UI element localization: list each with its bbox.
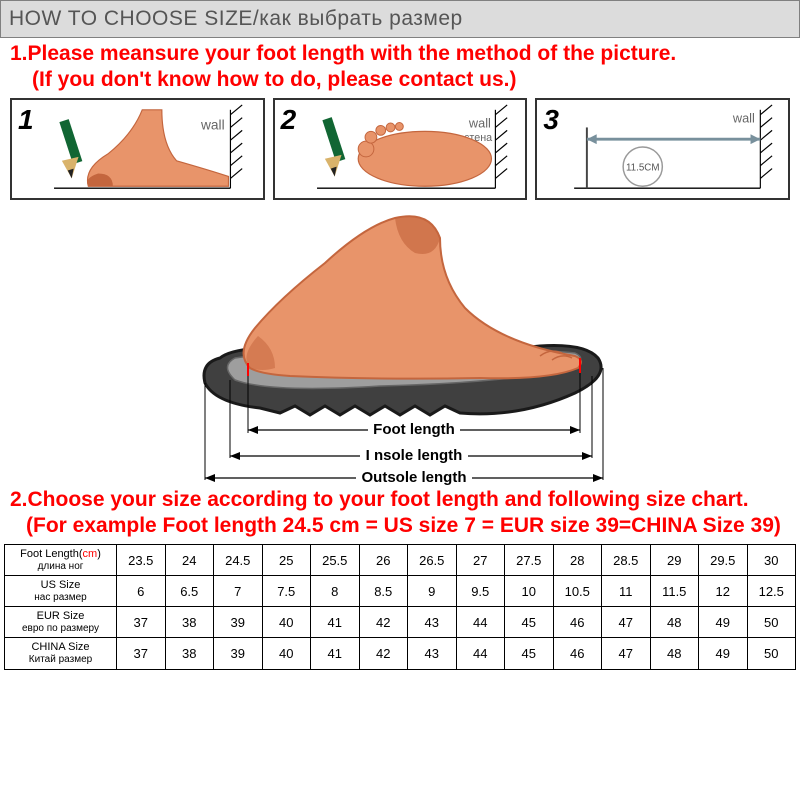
table-cell: 38 [165,638,214,669]
table-cell: 43 [408,638,457,669]
table-cell: 6 [117,576,166,607]
table-cell: 41 [311,607,360,638]
table-cell: 26 [359,545,408,576]
row-label: EUR Sizeевро по размеру [5,607,117,638]
instruction-1: 1.Please meansure your foot length with … [0,38,800,92]
table-cell: 47 [602,607,651,638]
table-cell: 11.5 [650,576,699,607]
table-cell: 26.5 [408,545,457,576]
table-cell: 39 [214,638,263,669]
table-cell: 10 [505,576,554,607]
step-2: 2 wall стена [273,98,528,200]
row-label: Foot Length(cm)длина ног [5,545,117,576]
table-cell: 50 [747,638,796,669]
table-cell: 9 [408,576,457,607]
step-3-illustration: wall 11.5CM [537,100,788,198]
instruction-2-line-2: (For example Foot length 24.5 cm = US si… [10,514,790,538]
table-cell: 10.5 [553,576,602,607]
table-cell: 44 [456,607,505,638]
table-cell: 24.5 [214,545,263,576]
table-cell: 37 [117,607,166,638]
table-cell: 43 [408,607,457,638]
table-cell: 40 [262,638,311,669]
table-cell: 7 [214,576,263,607]
table-cell: 8 [311,576,360,607]
table-cell: 42 [359,607,408,638]
step-3: 3 wall 11.5CM [535,98,790,200]
step-1-illustration: wall [12,100,263,198]
step-3-measure: 11.5CM [626,163,660,174]
table-row: US Sizeнас размер66.577.588.599.51010.51… [5,576,796,607]
table-cell: 29.5 [699,545,748,576]
foot-length-label: Foot length [373,421,455,438]
table-cell: 46 [553,638,602,669]
size-chart-table: Foot Length(cm)длина ног23.52424.52525.5… [4,544,796,670]
table-cell: 28 [553,545,602,576]
step-1-number: 1 [18,104,34,136]
step-2-wall-label: wall [468,115,491,130]
table-cell: 39 [214,607,263,638]
table-cell: 41 [311,638,360,669]
step-2-illustration: wall стена [275,100,526,198]
table-cell: 28.5 [602,545,651,576]
table-cell: 48 [650,607,699,638]
table-cell: 49 [699,638,748,669]
table-cell: 23.5 [117,545,166,576]
table-cell: 25.5 [311,545,360,576]
instruction-2: 2.Choose your size according to your foo… [0,488,800,538]
table-cell: 37 [117,638,166,669]
table-cell: 7.5 [262,576,311,607]
table-cell: 47 [602,638,651,669]
row-label: CHINA SizeКитай размер [5,638,117,669]
outsole-length-label: Outsole length [362,469,467,486]
step-3-wall-label: wall [732,111,755,126]
table-cell: 44 [456,638,505,669]
table-cell: 40 [262,607,311,638]
header-title: HOW TO CHOOSE SIZE/как выбрать размер [9,7,463,31]
table-cell: 30 [747,545,796,576]
table-cell: 8.5 [359,576,408,607]
table-cell: 38 [165,607,214,638]
table-cell: 45 [505,607,554,638]
table-cell: 11 [602,576,651,607]
table-cell: 24 [165,545,214,576]
instruction-1-line-2: (If you don't know how to do, please con… [10,68,790,92]
table-cell: 27 [456,545,505,576]
table-cell: 25 [262,545,311,576]
table-cell: 12 [699,576,748,607]
table-row: EUR Sizeевро по размеру37383940414243444… [5,607,796,638]
table-cell: 29 [650,545,699,576]
table-cell: 49 [699,607,748,638]
foot-diagram-svg: Foot length I nsole length Outsole lengt… [180,208,620,488]
table-cell: 46 [553,607,602,638]
table-cell: 48 [650,638,699,669]
table-cell: 6.5 [165,576,214,607]
step-2-number: 2 [281,104,297,136]
step-1: 1 wall [10,98,265,200]
instruction-2-line-1: 2.Choose your size according to your foo… [10,488,790,512]
table-row: Foot Length(cm)длина ног23.52424.52525.5… [5,545,796,576]
table-row: CHINA SizeКитай размер373839404142434445… [5,638,796,669]
foot-diagram: Foot length I nsole length Outsole lengt… [0,200,800,488]
table-cell: 45 [505,638,554,669]
instruction-1-line-1: 1.Please meansure your foot length with … [10,42,790,66]
row-label: US Sizeнас размер [5,576,117,607]
header-bar: HOW TO CHOOSE SIZE/как выбрать размер [0,0,800,38]
step-3-number: 3 [543,104,559,136]
measurement-steps: 1 wall 2 [0,92,800,200]
table-cell: 27.5 [505,545,554,576]
table-cell: 12.5 [747,576,796,607]
table-cell: 42 [359,638,408,669]
table-cell: 9.5 [456,576,505,607]
insole-length-label: I nsole length [366,447,463,464]
table-cell: 50 [747,607,796,638]
step-1-wall-label: wall [200,117,225,132]
